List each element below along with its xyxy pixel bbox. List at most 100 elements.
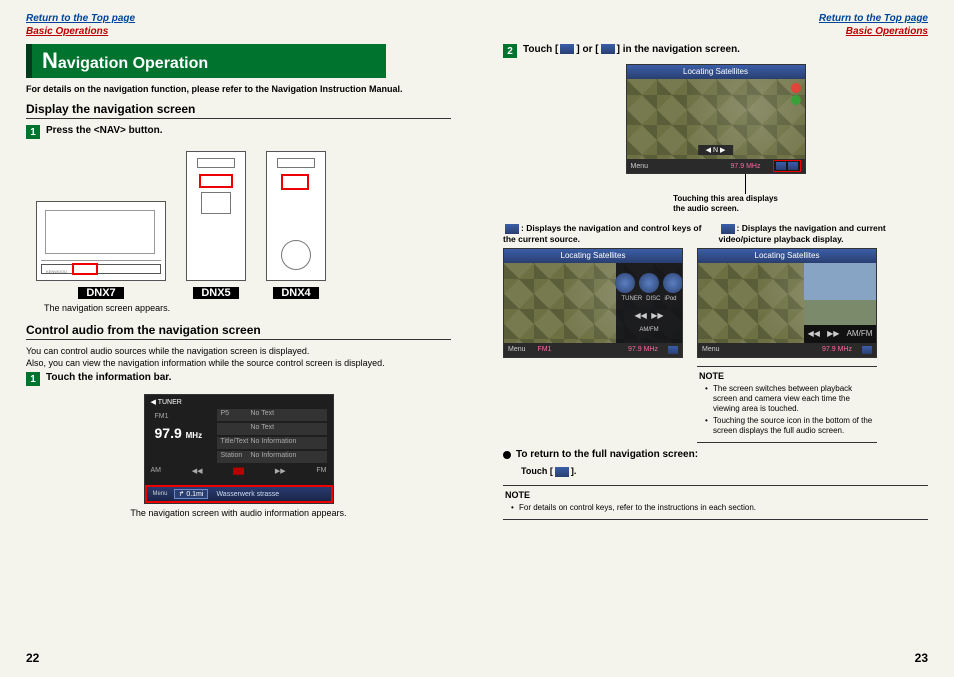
lbl-amfm-l: AM/FM (639, 327, 658, 333)
lbl-tuner: TUNER (621, 296, 642, 302)
device-diagrams: KENWOOD DNX7 DNX5 DNX4 (36, 151, 451, 299)
basic-ops-link[interactable]: Basic Operations (26, 26, 108, 37)
badge-dnx7: DNX7 (78, 287, 123, 299)
map-icons-highlight (773, 160, 801, 172)
nav-icon-1 (560, 44, 574, 54)
touch-b: ]. (571, 466, 577, 476)
map-left-freq: 97.9 MHz (628, 346, 658, 353)
caption-audio-info: The navigation screen with audio informa… (26, 508, 451, 518)
desc1-text: : Displays the navigation and control ke… (503, 223, 701, 244)
s2c: ] in the navigation screen. (617, 44, 740, 55)
map-pair: Locating Satellites TUNER DISC iPod ◀◀ ▶… (503, 248, 928, 358)
icon-descriptions: : Displays the navigation and control ke… (503, 223, 928, 244)
step-touch-number: 1 (26, 372, 40, 386)
video-thumb (804, 263, 876, 325)
badge-dnx5: DNX5 (193, 287, 238, 299)
map-right-menu: Menu (702, 346, 720, 353)
page-number-right: 23 (915, 651, 928, 665)
section-title-rest: avigation Operation (58, 55, 208, 72)
body-1: You can control audio sources while the … (26, 346, 451, 356)
return-full-nav: To return to the full navigation screen: (503, 449, 928, 460)
map-left: Locating Satellites TUNER DISC iPod ◀◀ ▶… (503, 248, 683, 358)
step-2-right: 2 Touch [] or [] in the navigation scree… (503, 44, 928, 58)
step-touch-text: Touch the information bar. (46, 372, 171, 383)
step-1-number: 1 (26, 125, 40, 139)
subhead-control-audio: Control audio from the navigation screen (26, 323, 451, 340)
map-main-wrap: Locating Satellites ◀ N ▶ Menu 97.9 MHz … (503, 64, 928, 213)
section-title: Navigation Operation (26, 44, 386, 78)
tuner-mhz: MHz (186, 431, 202, 440)
bullet-icon (503, 451, 511, 459)
top-links-right: Return to the Top page Basic Operations (503, 12, 928, 38)
map-mini-icon-1 (776, 162, 786, 170)
desc-col-2: : Displays the navigation and current vi… (719, 223, 929, 244)
s2b: ] or [ (576, 44, 598, 55)
map-main: Locating Satellites ◀ N ▶ Menu 97.9 MHz (626, 64, 806, 174)
map-right-mini (862, 346, 872, 354)
return-top-link[interactable]: Return to the Top page (26, 13, 135, 24)
map-left-menu: Menu (508, 346, 526, 353)
tuner-title: TUNER (158, 399, 182, 406)
details-text: For details on the navigation function, … (26, 84, 451, 94)
touch-sub: Touch []. (521, 466, 928, 477)
touch-area-caption: Touching this area displays the audio sc… (673, 194, 778, 213)
section-title-initial: N (42, 48, 58, 73)
map-freq: 97.9 MHz (731, 163, 761, 170)
lbl-ipod: iPod (665, 296, 677, 302)
note2-a: For details on control keys, refer to th… (511, 503, 926, 513)
tuner-notext2: No Text (251, 424, 275, 431)
note1-title: NOTE (699, 371, 875, 381)
map-menu: Menu (631, 163, 649, 170)
tuner-screenshot: ◀ TUNER FM1 97.9 MHz P5No Text No Text T… (144, 394, 334, 504)
diag-box-2 (186, 151, 246, 281)
step-2-text: Touch [ ] or [ ] in the navigation screen. (523, 44, 740, 55)
page-right: Return to the Top page Basic Operations … (477, 0, 954, 677)
subhead-display: Display the navigation screen (26, 102, 451, 119)
desc-icon-2 (721, 224, 735, 234)
map-right: Locating Satellites ◀◀▶▶ AM/FM Menu 97.9… (697, 248, 877, 358)
return-icon (555, 467, 569, 477)
tuner-dist: 0.1mi (186, 491, 203, 498)
tuner-p5: P5 (221, 410, 230, 417)
map-footer: Menu 97.9 MHz (627, 159, 805, 173)
desc-icon-1 (505, 224, 519, 234)
tuner-band: FM1 (155, 413, 169, 420)
lbl-amfm-r: AM/FM (847, 329, 873, 338)
map-right-freq: 97.9 MHz (822, 346, 852, 353)
note1-a: The screen switches between playback scr… (705, 384, 875, 414)
map-left-mini (668, 346, 678, 354)
note-box-2: NOTE For details on control keys, refer … (503, 485, 928, 520)
src-tuner-icon (615, 273, 635, 293)
src-ipod-icon (663, 273, 683, 293)
basic-ops-link-r[interactable]: Basic Operations (846, 26, 928, 37)
page-left: Return to the Top page Basic Operations … (0, 0, 477, 677)
tuner-noinfo1: No Information (251, 438, 297, 445)
tc1: Touching this area displays (673, 194, 778, 203)
map-right-header: Locating Satellites (698, 249, 876, 263)
video-side: ◀◀▶▶ AM/FM (804, 263, 876, 343)
diag-box-1: KENWOOD (36, 201, 166, 281)
return-top-link-r[interactable]: Return to the Top page (819, 13, 928, 24)
caption-nav-appears: The navigation screen appears. (44, 303, 451, 313)
note1-b: Touching the source icon in the bottom o… (705, 416, 875, 436)
tuner-notext1: No Text (251, 410, 275, 417)
map-compass: ◀ N ▶ (698, 145, 734, 155)
map-left-header: Locating Satellites (504, 249, 682, 263)
badge-dnx4: DNX4 (273, 287, 318, 299)
body-2: Also, you can view the navigation inform… (26, 358, 451, 368)
tc2: the audio screen. (673, 204, 739, 213)
tuner-menu: Menu (153, 491, 168, 497)
video-ctrls: ◀◀▶▶ AM/FM (804, 325, 876, 343)
map-header: Locating Satellites (627, 65, 805, 79)
return-text: To return to the full navigation screen: (516, 449, 698, 460)
page-number-left: 22 (26, 651, 39, 665)
step-1: 1 Press the <NAV> button. (26, 125, 451, 139)
top-links-left: Return to the Top page Basic Operations (26, 12, 451, 38)
tuner-station: Station (221, 452, 243, 459)
s2a: Touch [ (523, 44, 558, 55)
tuner-am: AM (151, 467, 162, 479)
note2-title: NOTE (505, 490, 926, 500)
lbl-disc: DISC (646, 296, 660, 302)
step-touch-info: 1 Touch the information bar. (26, 372, 451, 386)
diag-dnx7: KENWOOD DNX7 (36, 201, 166, 299)
